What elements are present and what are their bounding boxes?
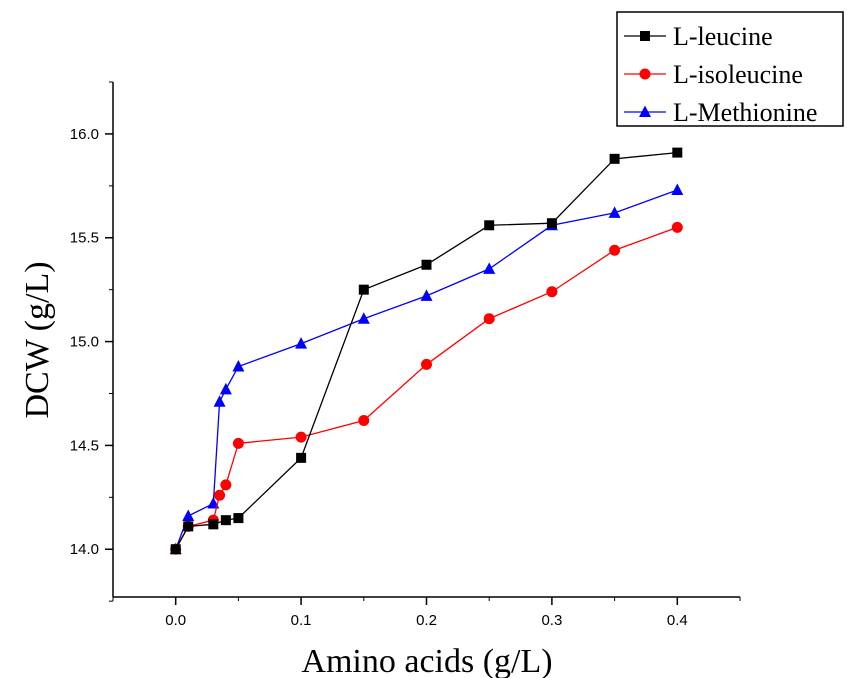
y-tick-label: 14.5 xyxy=(70,437,99,454)
data-point-l-leucine xyxy=(421,259,432,270)
data-point-l-leucine xyxy=(183,521,194,532)
data-point-l-methionine xyxy=(420,289,433,301)
legend-item-l-isoleucine: L-isoleucine xyxy=(624,60,803,89)
y-tick-label: 14.0 xyxy=(70,541,99,558)
plot-series xyxy=(169,147,684,555)
x-tick-label: 0.1 xyxy=(291,612,312,629)
legend-marker-l-methionine xyxy=(639,105,651,117)
legend-items: L-leucine L-isoleucine L-Methionine xyxy=(624,22,817,127)
data-point-l-methionine xyxy=(671,183,684,195)
data-point-l-methionine xyxy=(219,382,232,395)
y-ticks: 14.0 14.5 15.0 15.5 16.0 xyxy=(70,81,113,602)
x-tick-label: 0.4 xyxy=(667,612,688,629)
legend-label-l-methionine: L-Methionine xyxy=(673,98,817,127)
data-point-l-isoleucine xyxy=(609,244,621,256)
data-point-l-methionine xyxy=(213,395,226,407)
data-point-l-methionine xyxy=(483,262,496,274)
data-point-l-methionine xyxy=(295,337,308,349)
y-tick-label: 15.5 xyxy=(70,230,99,247)
y-tick-label: 15.0 xyxy=(70,334,99,351)
data-point-l-leucine xyxy=(170,544,181,555)
data-point-l-methionine xyxy=(608,206,621,218)
data-point-l-leucine xyxy=(233,513,244,524)
data-point-l-isoleucine xyxy=(295,431,307,443)
x-tick-label: 0.2 xyxy=(416,612,437,629)
data-point-l-leucine xyxy=(672,147,683,158)
legend-label-l-leucine: L-leucine xyxy=(673,22,773,51)
data-point-l-leucine xyxy=(609,153,620,164)
legend: L-leucine L-isoleucine L-Methionine xyxy=(616,11,844,127)
series-line-l-isoleucine xyxy=(175,226,678,550)
x-tick-label: 0.3 xyxy=(541,612,562,629)
data-point-l-isoleucine xyxy=(358,414,370,426)
data-point-l-isoleucine xyxy=(546,286,558,298)
data-point-l-methionine xyxy=(357,312,370,324)
data-point-l-methionine xyxy=(232,359,245,372)
data-point-l-isoleucine xyxy=(232,437,244,449)
data-point-l-isoleucine xyxy=(220,479,232,491)
legend-marker-l-isoleucine xyxy=(639,68,651,80)
x-tick-label: 0.0 xyxy=(165,612,186,629)
series-l-leucine xyxy=(170,147,683,555)
data-point-l-leucine xyxy=(484,220,495,231)
series-line-l-leucine xyxy=(175,151,678,550)
y-tick-label: 16.0 xyxy=(70,126,99,143)
legend-marker-l-leucine xyxy=(640,31,650,41)
data-point-l-leucine xyxy=(296,452,307,463)
data-point-l-leucine xyxy=(208,519,219,530)
data-point-l-leucine xyxy=(546,218,557,229)
data-point-l-isoleucine xyxy=(483,313,495,325)
x-ticks: 0.0 0.1 0.2 0.3 0.4 xyxy=(112,597,741,629)
data-point-l-leucine xyxy=(358,284,369,295)
data-point-l-methionine xyxy=(182,509,195,522)
series-l-isoleucine xyxy=(170,221,683,555)
x-axis-title: Amino acids (g/L) xyxy=(301,643,552,678)
data-point-l-isoleucine xyxy=(671,221,683,233)
data-point-l-isoleucine xyxy=(421,358,432,370)
legend-label-l-isoleucine: L-isoleucine xyxy=(673,60,803,89)
legend-item-l-methionine: L-Methionine xyxy=(624,98,817,127)
data-point-l-isoleucine xyxy=(214,489,226,501)
legend-item-l-leucine: L-leucine xyxy=(624,22,773,51)
legend-box xyxy=(616,11,844,127)
y-axis-title: DCW (g/L) xyxy=(19,261,56,418)
data-point-l-leucine xyxy=(220,515,231,526)
